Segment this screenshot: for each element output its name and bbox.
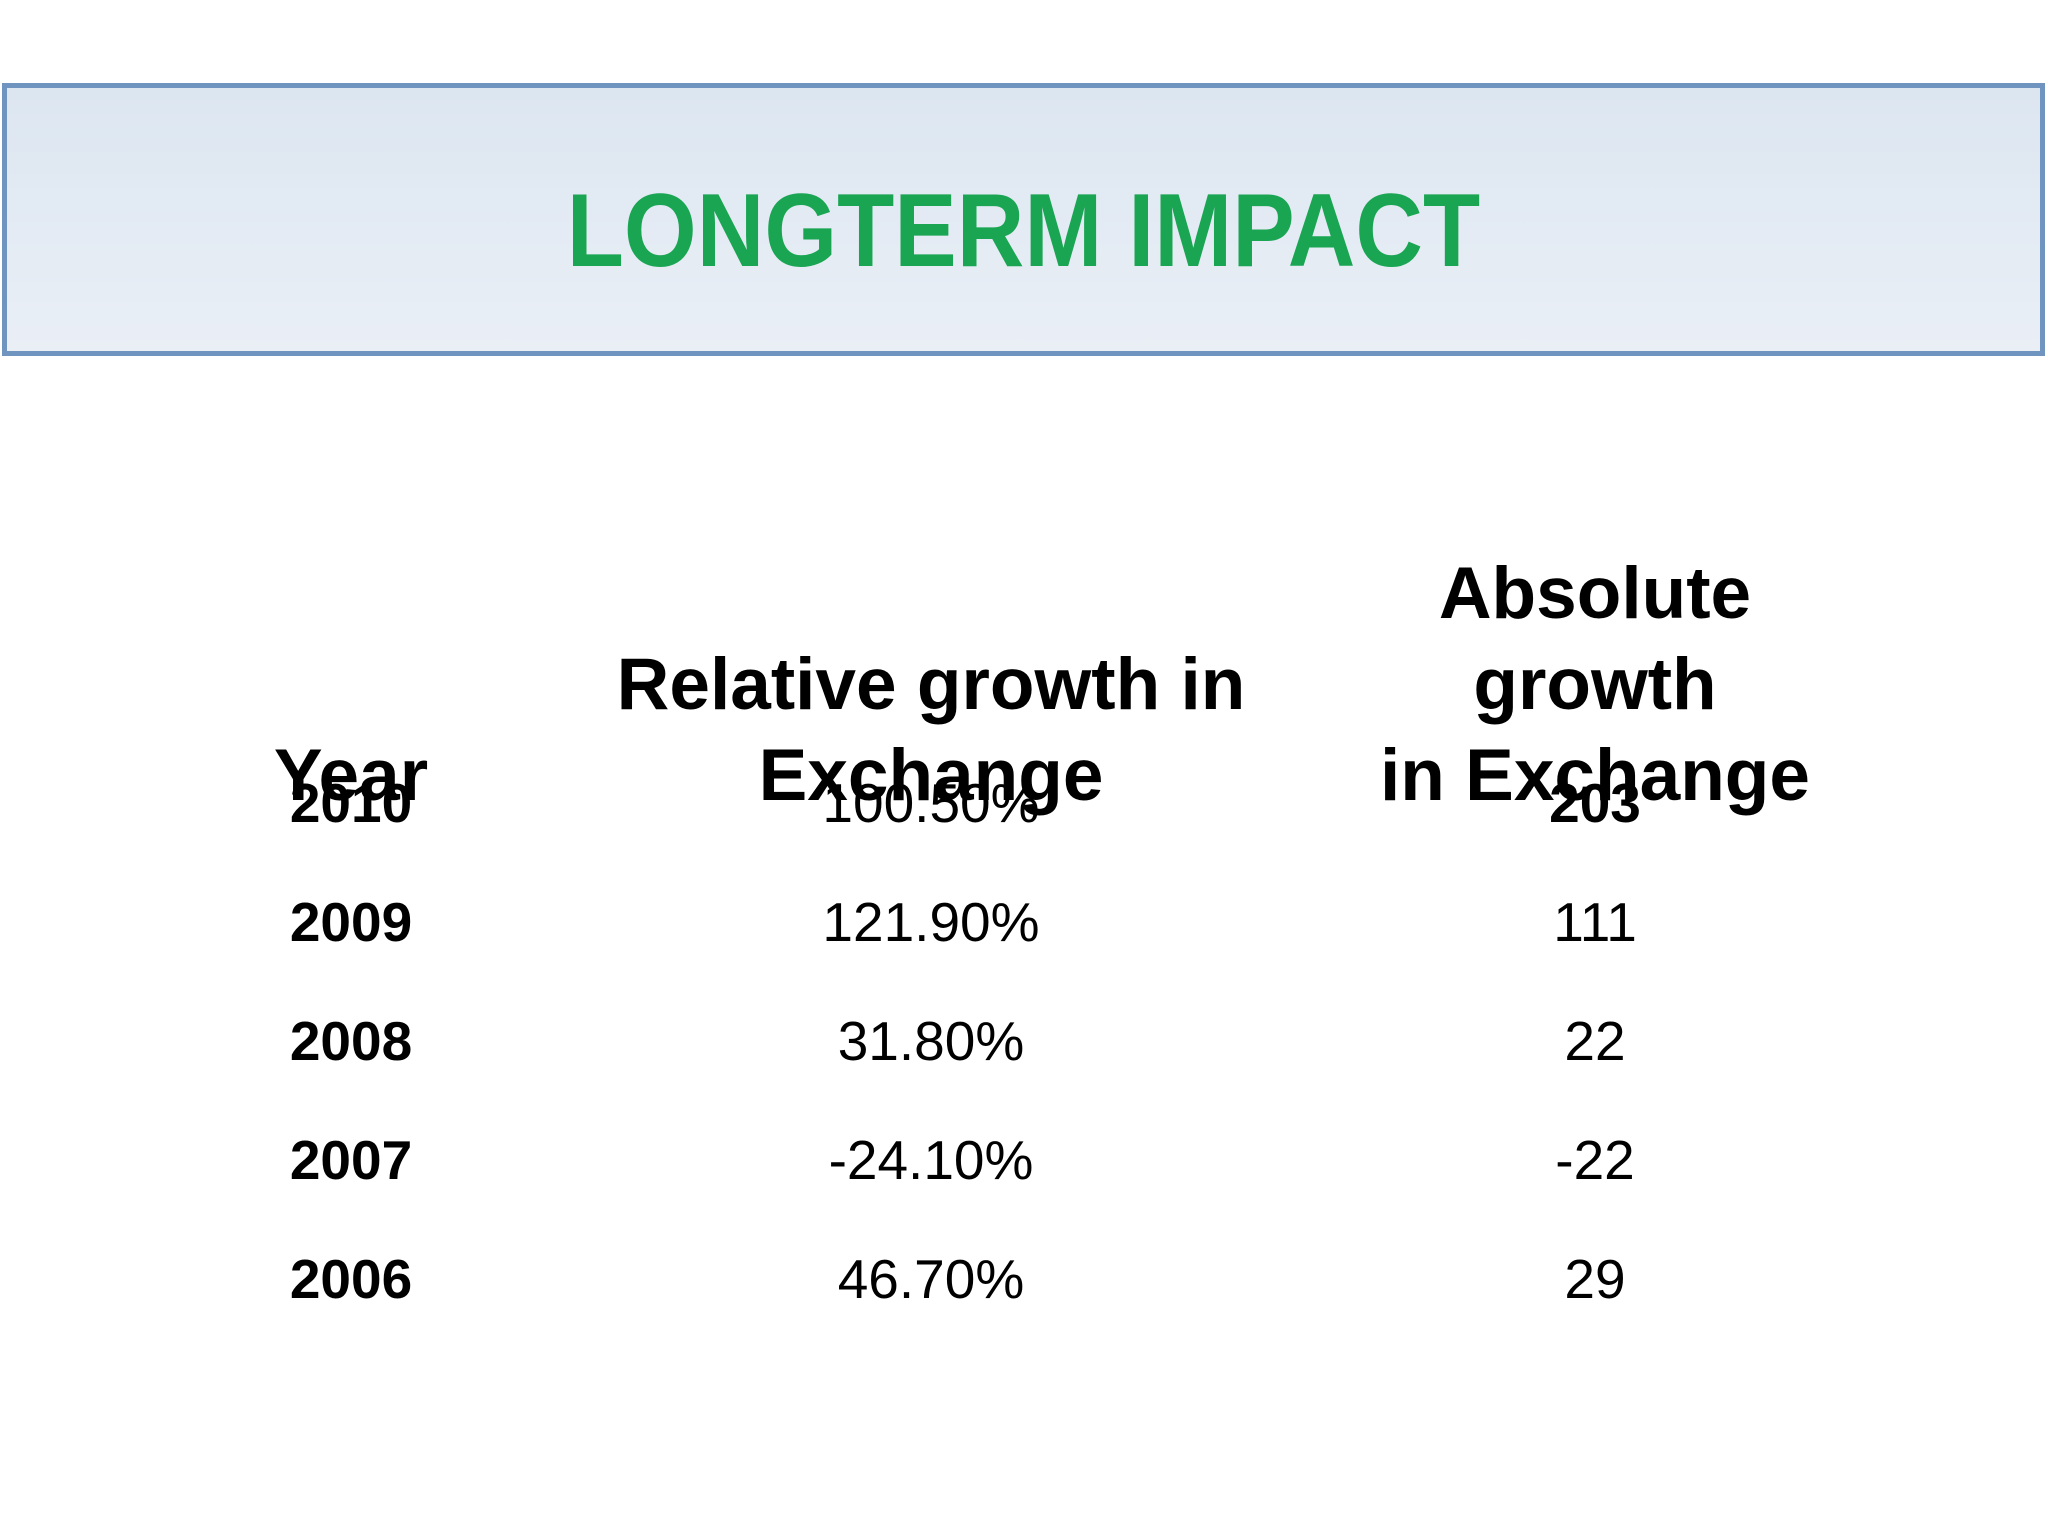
table-body: 2010 100.50% 203 2009 121.90% 111 2008 3… <box>200 744 1830 1339</box>
column-header-year: Year <box>273 735 429 816</box>
cell-relative: 100.50% <box>822 772 1040 834</box>
cell-absolute: 203 <box>1549 772 1641 834</box>
cell-year: 2006 <box>289 1248 413 1310</box>
cell-relative: 31.80% <box>837 1010 1025 1072</box>
cell-relative: -24.10% <box>828 1129 1034 1191</box>
table-row: 2008 31.80% 22 <box>200 982 1830 1101</box>
column-header-relative-growth: Relative growth in Exchange <box>616 644 1246 816</box>
cell-absolute: -22 <box>1555 1129 1635 1191</box>
title-banner: LONGTERM IMPACT <box>2 83 2045 356</box>
cell-absolute: 22 <box>1564 1010 1626 1072</box>
table-row: 2006 46.70% 29 <box>200 1220 1830 1339</box>
cell-absolute: 29 <box>1564 1248 1626 1310</box>
table-row: 2009 121.90% 111 <box>200 863 1830 982</box>
cell-relative: 46.70% <box>837 1248 1025 1310</box>
growth-table: Year Relative growth in Exchange Absolut… <box>200 548 1830 1339</box>
cell-year: 2010 <box>289 772 413 834</box>
slide-title: LONGTERM IMPACT <box>566 173 1481 289</box>
cell-relative: 121.90% <box>822 891 1040 953</box>
table-header-row: Year Relative growth in Exchange Absolut… <box>200 548 1830 816</box>
table-row: 2010 100.50% 203 <box>200 744 1830 863</box>
cell-year: 2008 <box>289 1010 413 1072</box>
cell-year: 2009 <box>289 891 413 953</box>
cell-absolute: 111 <box>1553 891 1637 953</box>
table-row: 2007 -24.10% -22 <box>200 1101 1830 1220</box>
column-header-absolute-growth: Absolute growth in Exchange <box>1379 553 1810 816</box>
cell-year: 2007 <box>289 1129 413 1191</box>
